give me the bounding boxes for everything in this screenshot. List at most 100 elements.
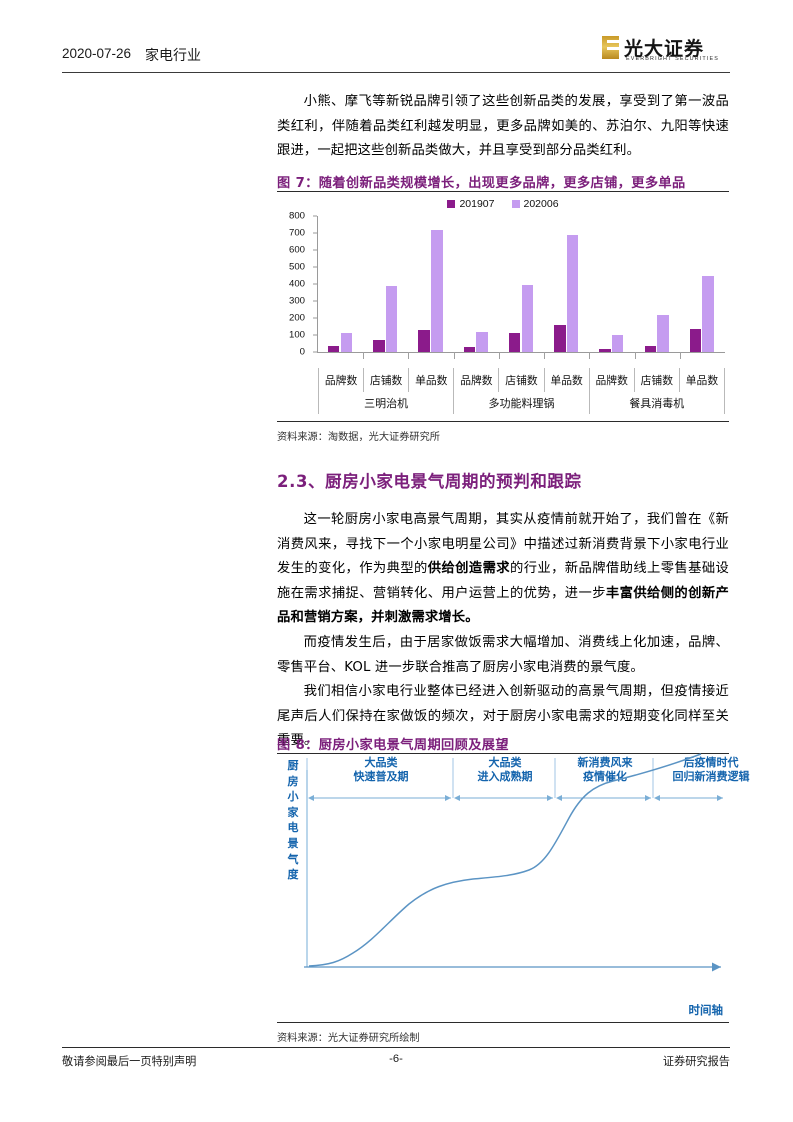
- figure8-source: 资料来源：光大证券研究所绘制: [277, 1033, 420, 1044]
- paragraph-intro: 小熊、摩飞等新锐品牌引领了这些创新品类的发展，享受到了第一波品类红利，伴随着品类…: [277, 94, 729, 158]
- chart-y-tick-mark: [313, 300, 317, 302]
- chart-bar-201907: [599, 348, 611, 352]
- chart-bars: [318, 216, 725, 359]
- chart-legend: 201907 202006: [277, 196, 729, 212]
- paragraph-cycle-part-c: 的行业，新品牌借助线上零售基础设施在需求捕捉、营销转化、用户运营上的优势，进一步: [277, 561, 729, 601]
- diagram-y-axis-label: 厨房小家电景气度: [287, 759, 299, 882]
- chart-bar-202006: [611, 335, 624, 352]
- paragraph-cycle-emphasis-2: 丰富供给侧的创新产品和营销方案，并刺激需求增长。: [277, 585, 729, 626]
- chart-y-tick-label: 300: [288, 295, 305, 307]
- legend-label-202006: 202006: [523, 198, 559, 210]
- legend-item-202006: 202006: [511, 198, 559, 210]
- diagram-phase-4-line1: 后疫情时代: [683, 756, 739, 769]
- legend-swatch-202006: [511, 200, 520, 208]
- chart-y-tick-mark: [313, 334, 317, 336]
- chart-category-label: 品牌数: [319, 368, 365, 392]
- chart-category-label: 店铺数: [364, 368, 410, 392]
- chart-y-axis: 0 100 200 300 400 500 600 700 800: [277, 211, 317, 358]
- chart-y-tick-label: 800: [288, 210, 305, 222]
- chart-x-separator: [453, 352, 455, 359]
- page-footer: 敬请参阅最后一页特别声明 -6- 证券研究报告: [62, 1053, 730, 1071]
- diagram-phase-2-line2: 进入成熟期: [477, 770, 533, 783]
- chart-category-label: 单品数: [409, 368, 455, 392]
- chart-bar-202006: [385, 285, 398, 352]
- chart-bar-202006: [521, 285, 534, 352]
- logo-chinese-name: 光大证券: [624, 38, 705, 60]
- figure7-bottom-divider: [277, 421, 729, 422]
- figure7-source: 资料来源：淘数据，光大证券研究所: [277, 432, 440, 443]
- chart-bar-202006: [566, 235, 579, 352]
- figure8-diagram: 厨房小家电景气度 大品类 快速普及期 大品类 进入成熟期 新消费风来 疫情催化 …: [277, 752, 750, 1024]
- section-heading-2-3: 2.3、厨房小家电景气周期的预判和跟踪: [277, 472, 582, 491]
- chart-y-tick-mark: [313, 249, 317, 251]
- footer-disclaimer: 敬请参阅最后一页特别声明: [62, 1055, 197, 1068]
- diagram-phase-1: 大品类 快速普及期: [311, 756, 451, 784]
- chart-bar-201907: [689, 328, 702, 352]
- legend-item-201907: 201907: [447, 198, 495, 210]
- chart-x-separator: [363, 352, 365, 359]
- diagram-svg: [304, 753, 723, 972]
- chart-category-label: 店铺数: [635, 368, 680, 392]
- diagram-phase-2: 大品类 进入成熟期: [455, 756, 555, 784]
- chart-group-label: 多功能料理锅: [454, 392, 590, 414]
- chart-y-tick-mark: [313, 317, 317, 319]
- chart-y-tick-label: 700: [288, 227, 305, 239]
- figure8-top-divider: [277, 753, 729, 754]
- chart-x-axis-line: [317, 352, 725, 353]
- chart-bar-201907: [373, 339, 385, 352]
- diagram-trend-curve: [308, 753, 702, 967]
- diagram-phase-4: 后疫情时代 回归新消费逻辑: [655, 756, 767, 784]
- diagram-phase-1-line2: 快速普及期: [353, 770, 409, 783]
- chart-bar-202006: [431, 229, 443, 352]
- paragraph-pandemic: 而疫情发生后，由于居家做饭需求大幅增加、消费线上化加速，品牌、零售平台、KOL …: [277, 635, 729, 675]
- chart-category-label: 品牌数: [590, 368, 635, 392]
- chart-group-label: 餐具消毒机: [629, 397, 685, 410]
- legend-label-201907: 201907: [459, 198, 495, 210]
- chart-x-separator: [498, 352, 500, 359]
- chart-x-separator: [408, 352, 410, 359]
- chart-bar-202006: [657, 315, 669, 352]
- page-header: 2020-07-26 家电行业 光大证券 EVERBRIGHT SECURITI…: [62, 36, 730, 80]
- chart-x-separator: [544, 352, 546, 359]
- chart-category-label: 品牌数: [454, 368, 500, 392]
- chart-category-label: 单品数: [545, 368, 590, 392]
- chart-y-axis-line: [317, 216, 318, 352]
- chart-category-label: 单品数: [685, 374, 719, 387]
- chart-x-separator: [679, 352, 681, 359]
- chart-group-label: 三明治机: [319, 392, 455, 414]
- chart-y-tick-mark: [313, 266, 317, 268]
- chart-y-tick-label: 500: [288, 261, 305, 273]
- header-divider: [62, 72, 730, 73]
- footer-divider: [62, 1047, 730, 1048]
- paragraph-cycle-emphasis-1: 供给创造需求: [427, 561, 510, 576]
- chart-y-tick-mark: [313, 351, 317, 353]
- figure7-top-divider: [277, 191, 729, 192]
- chart-bar-201907: [418, 329, 430, 352]
- chart-bar-202006: [476, 331, 488, 352]
- footer-report-type: 证券研究报告: [662, 1055, 730, 1068]
- industry-name: 家电行业: [145, 48, 201, 64]
- chart-y-tick-label: 200: [288, 312, 305, 324]
- chart-y-tick-label: 600: [288, 244, 305, 256]
- chart-category-label: 店铺数: [499, 368, 545, 392]
- figure8-title: 图 8：厨房小家电景气周期回顾及展望: [277, 738, 509, 753]
- chart-plot-area: 0 100 200 300 400 500 600 700 800: [277, 211, 729, 368]
- diagram-phase-1-line1: 大品类: [364, 756, 398, 769]
- chart-bar-201907: [554, 324, 566, 352]
- report-date: 2020-07-26: [62, 46, 132, 61]
- chart-y-tick-label: 400: [288, 278, 305, 290]
- footer-page-number: -6-: [389, 1053, 403, 1065]
- figure7-title: 图 7：随着创新品类规模增长，出现更多品牌，更多店铺，更多单品: [277, 176, 686, 191]
- chart-x-separator: [634, 352, 636, 359]
- chart-category-row: 品牌数 店铺数 单品数 品牌数 店铺数 单品数 品牌数 店铺数 单品数: [319, 368, 724, 392]
- diagram-x-axis-label: 时间轴: [688, 1003, 724, 1017]
- diagram-phase-4-line2: 回归新消费逻辑: [672, 770, 750, 783]
- logo-mark-icon: [602, 36, 619, 59]
- figure7-chart: 201907 202006 0 100 200 300 400 500 600 700 800 …: [277, 196, 729, 418]
- chart-bar-202006: [340, 332, 353, 352]
- chart-bar-201907: [463, 346, 476, 352]
- chart-bar-201907: [644, 345, 657, 352]
- chart-y-tick-label: 100: [288, 329, 305, 341]
- chart-bar-202006: [702, 275, 714, 352]
